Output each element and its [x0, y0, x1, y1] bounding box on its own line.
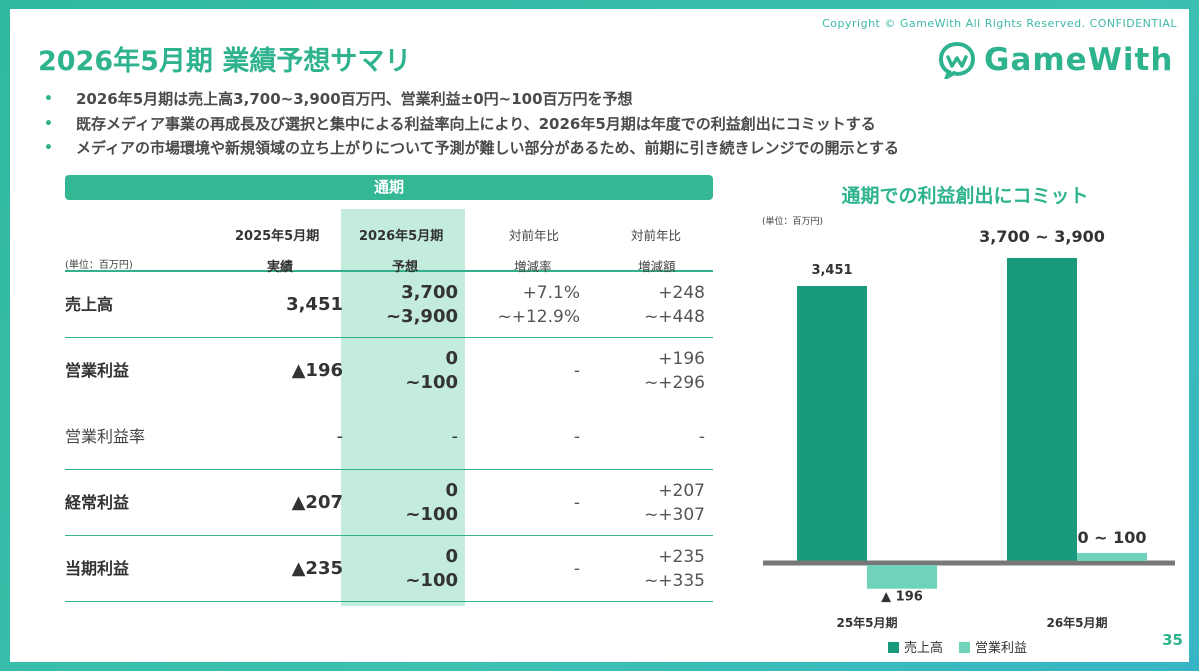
data-label: ▲ 196: [881, 590, 923, 605]
table-row: 営業利益率 - - - -: [65, 404, 713, 470]
legend-item-sales: 売上高: [888, 637, 943, 656]
gamewith-logo: GameWith: [938, 39, 1173, 81]
table-row: 当期利益 ▲235 0 ~100 - +235 ~+335: [65, 536, 713, 602]
yoy-amount-high: ~+448: [644, 307, 705, 327]
bullet-item: メディアの市場環境や新規領域の立ち上がりについて予測が難しい部分があるため、前期…: [44, 136, 899, 161]
row-label: 当期利益: [65, 559, 130, 578]
yoy-rate-low: -: [573, 559, 580, 579]
yoy-amount-low: +207: [658, 481, 705, 501]
forecast-value: 0 ~100: [334, 338, 458, 404]
legend-label: 売上高: [904, 641, 944, 656]
table-header-band: 通期: [65, 175, 713, 200]
actual-value: 3,451: [286, 294, 343, 315]
yoy-amount: +207 ~+307: [595, 470, 705, 536]
yoy-amount-high: ~+296: [644, 373, 705, 393]
table-row: 売上高 3,451 3,700 ~3,900 +7.1% ~+12.9% +248 ~…: [65, 272, 713, 338]
yoy-amount: +196 ~+296: [595, 338, 705, 404]
col-header-yoy-amount: 増減額: [638, 259, 676, 274]
table-header-row: (単位：百万円) 2025年5月期 実績 2026年5月期 予想 対前年比 増減…: [65, 209, 713, 275]
yoy-rate-low: -: [573, 427, 580, 447]
col-header-forecast: 予想: [392, 260, 419, 275]
row-label: 売上高: [65, 295, 114, 314]
yoy-amount-low: +235: [658, 547, 705, 567]
actual-value: ▲207: [291, 492, 343, 513]
x-tick-label: 25年5月期: [836, 615, 897, 629]
forecast-low: 0: [445, 348, 458, 369]
yoy-rate-low: -: [573, 361, 580, 381]
legend-swatch: [959, 642, 971, 653]
gamewith-logo-icon: [938, 41, 976, 79]
yoy-amount-low: +248: [658, 283, 705, 303]
actual-value: ▲235: [291, 558, 343, 579]
summary-bullets: 2026年5月期は売上高3,700~3,900百万円、営業利益±0円~100百万…: [44, 87, 899, 161]
forecast-low: 0: [445, 480, 458, 501]
actual-value: ▲196: [291, 360, 343, 381]
legend-item-operating-profit: 営業利益: [959, 637, 1027, 656]
yoy-amount-low: +196: [658, 349, 705, 369]
forecast-low: 0: [445, 546, 458, 567]
yoy-amount: +235 ~+335: [595, 536, 705, 602]
yoy-rate: -: [470, 470, 580, 536]
col-header-actual: 実績: [267, 260, 294, 275]
yoy-rate: -: [470, 338, 580, 404]
data-label: 3,451: [811, 263, 852, 278]
actual-value: -: [336, 426, 344, 447]
yoy-rate-high: ~+12.9%: [497, 307, 581, 327]
col-header-yoy-rate-top: 対前年比: [509, 228, 560, 243]
data-label: 3,700 ~ 3,900: [979, 227, 1105, 246]
row-label: 営業利益率: [65, 427, 146, 446]
forecast-high: ~3,900: [385, 306, 458, 327]
bar-operating-profit-overlay: [1077, 552, 1147, 561]
yoy-rate-low: -: [573, 493, 580, 513]
yoy-amount: -: [595, 404, 705, 470]
row-label: 経常利益: [65, 493, 130, 512]
bar-sales: [1007, 258, 1077, 563]
slide: Copyright © GameWith All Rights Reserved…: [10, 9, 1189, 662]
page-title: 2026年5月期 業績予想サマリ: [38, 46, 412, 77]
forecast-low: -: [451, 426, 459, 447]
legend-swatch: [888, 642, 899, 653]
forecast-high: ~100: [405, 372, 458, 393]
forecast-value: -: [334, 404, 459, 470]
yoy-amount: +248 ~+448: [595, 272, 705, 338]
forecast-table: (単位：百万円) 2025年5月期 実績 2026年5月期 予想 対前年比 増減…: [65, 209, 713, 602]
bar-operating-profit-overlay: [867, 565, 937, 589]
x-tick-label: 26年5月期: [1046, 615, 1107, 629]
data-label: 0 ~ 100: [1077, 528, 1146, 547]
page-number: 35: [1162, 631, 1183, 649]
forecast-high: ~100: [405, 570, 458, 591]
copyright-text: Copyright © GameWith All Rights Reserved…: [822, 17, 1177, 30]
legend-label: 営業利益: [975, 641, 1028, 656]
chart-title: 通期での利益創出にコミット: [841, 185, 1089, 207]
col-header-2025: 2025年5月期: [235, 229, 320, 244]
table-row: 営業利益 ▲196 0 ~100 - +196 ~+296: [65, 338, 713, 404]
yoy-rate-low: +7.1%: [522, 283, 580, 303]
forecast-value: 0 ~100: [334, 470, 458, 536]
forecast-column-highlight: [341, 209, 465, 606]
col-header-yoy-amount-top: 対前年比: [631, 228, 682, 243]
bar-sales: [797, 286, 867, 563]
bar-chart: 3,451 ▲ 196 25年5月期 3,700 ~ 3,900 0 ~ 100 26年5…: [763, 227, 1175, 629]
col-header-yoy-rate: 増減率: [514, 259, 552, 274]
yoy-amount-low: -: [698, 427, 705, 447]
bullet-item: 既存メディア事業の再成長及び選択と集中による利益率向上により、2026年5月期は…: [44, 112, 899, 137]
forecast-high: ~100: [405, 504, 458, 525]
chart-unit-label: (単位：百万円): [762, 217, 824, 227]
yoy-rate: +7.1% ~+12.9%: [470, 272, 581, 338]
yoy-rate: -: [470, 536, 580, 602]
forecast-value: 3,700 ~3,900: [334, 272, 458, 338]
logo-text: GameWith: [984, 42, 1174, 78]
yoy-amount-high: ~+335: [644, 571, 705, 591]
bullet-item: 2026年5月期は売上高3,700~3,900百万円、営業利益±0円~100百万…: [44, 87, 899, 112]
chart-legend: 売上高 営業利益: [888, 637, 1027, 656]
yoy-rate: -: [470, 404, 580, 470]
unit-label: (単位：百万円): [65, 260, 133, 271]
col-header-2026: 2026年5月期: [359, 229, 444, 244]
table-row: 経常利益 ▲207 0 ~100 - +207 ~+307: [65, 470, 713, 536]
forecast-low: 3,700: [401, 282, 458, 303]
forecast-value: 0 ~100: [334, 536, 458, 602]
row-label: 営業利益: [65, 361, 130, 380]
yoy-amount-high: ~+307: [644, 505, 705, 525]
